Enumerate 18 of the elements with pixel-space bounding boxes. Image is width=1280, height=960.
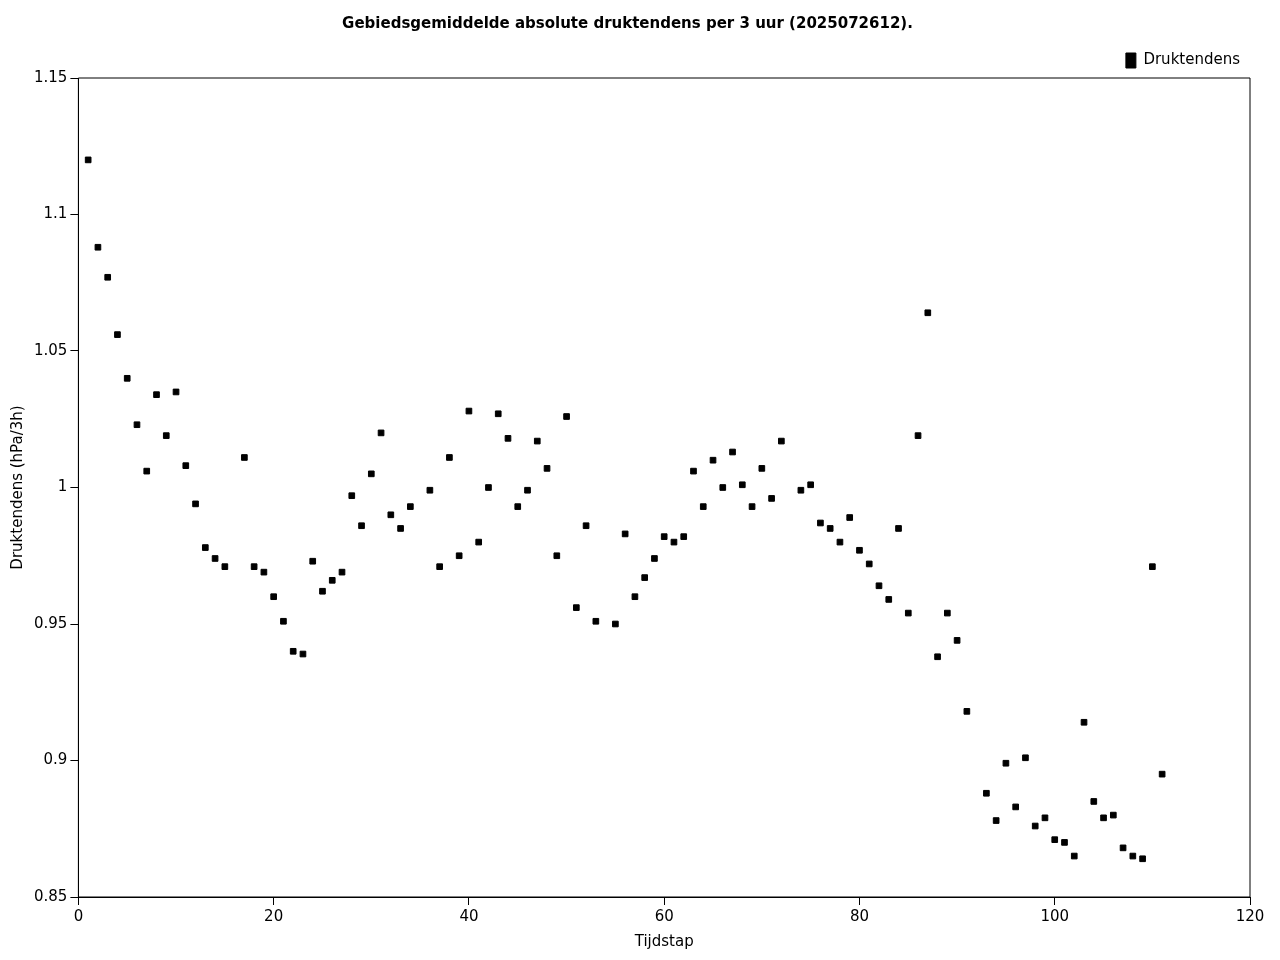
x-tick-label: 100 bbox=[1040, 906, 1070, 925]
x-tick-label: 120 bbox=[1235, 906, 1265, 925]
x-tick-label: 60 bbox=[654, 906, 674, 925]
y-tick-label: 0.85 bbox=[33, 886, 68, 905]
x-tick-label: 80 bbox=[849, 906, 870, 925]
legend-label: Druktendens bbox=[1143, 50, 1241, 69]
y-tick-label: 1.1 bbox=[43, 204, 68, 223]
x-axis-title: Tijdstap bbox=[633, 931, 694, 950]
y-tick-label: 1.15 bbox=[33, 67, 68, 86]
x-tick-label: 40 bbox=[459, 906, 479, 925]
y-tick-label: 1.05 bbox=[33, 340, 68, 359]
chart-title: Gebiedsgemiddelde absolute druktendens per 3 uur (2025072612). bbox=[342, 13, 913, 32]
y-axis-title: Druktendens (hPa/3h) bbox=[7, 405, 26, 570]
x-tick-label: 20 bbox=[264, 906, 284, 925]
y-tick-label: 1 bbox=[57, 477, 68, 496]
x-tick-label: 0 bbox=[73, 906, 84, 925]
y-tick-label: 0.9 bbox=[43, 750, 68, 769]
y-tick-label: 0.95 bbox=[33, 613, 68, 632]
